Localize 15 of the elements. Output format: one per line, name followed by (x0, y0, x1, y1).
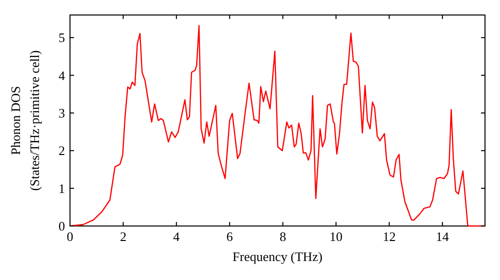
x-tick-label: 2 (120, 229, 126, 244)
y-tick-label: 5 (58, 30, 65, 46)
y-tick-label: 0 (58, 218, 65, 234)
x-axis-title: Frequency (THz) (232, 249, 322, 264)
x-tick-label: 12 (382, 229, 396, 244)
x-tick-label: 14 (436, 229, 450, 244)
x-tick-label: 10 (330, 229, 343, 244)
y-axis-title: Phonon DOS (States/THz·primitive cell) (8, 50, 42, 191)
x-tick-label: 8 (280, 229, 286, 244)
y-tick-label: 2 (58, 143, 65, 158)
x-tick-label: 4 (173, 229, 180, 244)
y-tick-label: 4 (58, 68, 66, 83)
y-tick-label: 3 (58, 105, 65, 120)
x-tick-label: 6 (226, 229, 234, 244)
y-tick-label: 1 (58, 180, 65, 196)
